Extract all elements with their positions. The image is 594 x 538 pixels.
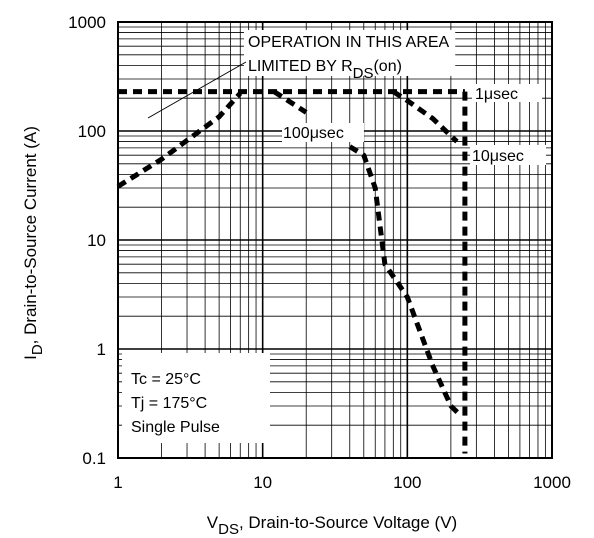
- y-tick-label: 100: [78, 122, 106, 141]
- label-1usec-bg: [472, 84, 542, 102]
- conditions-box: [122, 353, 270, 443]
- condition-pulse: Single Pulse: [131, 419, 220, 436]
- condition-tj: Tj = 175°C: [131, 395, 207, 412]
- operation-area-line2: LIMITED BY RDS(on): [248, 58, 402, 82]
- x-tick-label: 100: [393, 473, 421, 492]
- plot-frame: [117, 21, 553, 459]
- y-tick-label: 0.1: [82, 449, 106, 468]
- y-axis-title: ID, Drain-to-Source Current (A): [21, 126, 46, 360]
- label-10usec: 10μsec: [472, 148, 524, 165]
- x-tick-label: 10: [253, 473, 272, 492]
- y-tick-label: 1000: [68, 13, 106, 32]
- y-tick-label: 10: [87, 231, 106, 250]
- series-line-rds_limit: [116, 91, 243, 189]
- x-axis-title: VDS, Drain-to-Source Voltage (V): [207, 513, 457, 538]
- series-line-100usec: [272, 89, 308, 115]
- series-line-dc: [348, 144, 462, 417]
- label-10usec-bg: [470, 145, 546, 165]
- operation-area-line1: OPERATION IN THIS AREA: [248, 34, 450, 51]
- x-tick-label: 1000: [533, 473, 571, 492]
- x-tick-labels: 1 10 100 1000: [113, 473, 571, 492]
- series-line-1usec: [391, 89, 459, 144]
- label-100usec: 100μsec: [283, 125, 344, 142]
- label-100usec-bg: [282, 123, 364, 142]
- operation-area-label-bg: [244, 30, 456, 76]
- y-tick-labels: 0.1 1 10 100 1000: [68, 13, 106, 468]
- x-tick-label: 1: [113, 473, 122, 492]
- series-group: [116, 89, 468, 454]
- condition-tc: Tc = 25°C: [131, 371, 201, 388]
- label-1usec: 1μsec: [475, 86, 518, 103]
- y-tick-label: 1: [97, 340, 106, 359]
